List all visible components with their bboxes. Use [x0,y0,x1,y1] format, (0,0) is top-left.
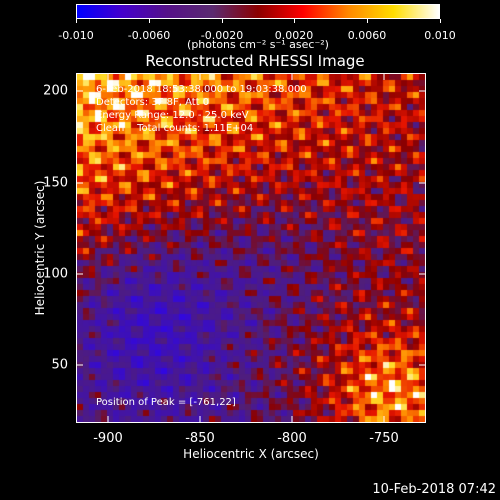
x-tick-label: -750 [369,431,399,446]
colorbar-units: (photons cm⁻² s⁻¹ asec⁻²) [187,38,329,51]
clean-counts-label: Clean Total counts: 1.11E+04 [96,123,254,134]
detectors-label: Detectors: 3F 8F, Att 0 [96,97,210,108]
y-tick-label: 200 [43,83,68,99]
y-tick-label: 100 [43,266,68,282]
y-tick-label: 150 [43,175,68,191]
x-tick-label: -900 [93,431,123,446]
colorbar-tick-label: 0.0020 [274,29,314,42]
colorbar-tick [222,19,223,23]
colorbar-tick-label: -0.0020 [200,29,244,42]
energy-range-label: Energy Range: 12.0 - 25.0 keV [96,110,249,121]
colorbar-tick [367,19,368,23]
rhessi-image [77,74,425,422]
plot-title: Reconstructed RHESSI Image [145,52,365,70]
colorbar [76,4,440,19]
time-range-label: 6-Feb-2018 18:53:38.000 to 19:03:38.000 [96,84,307,95]
colorbar-tick [294,19,295,23]
colorbar-tick [76,19,77,23]
x-tick-label: -800 [277,431,307,446]
x-tick-label: -850 [185,431,215,446]
colorbar-tick [440,19,441,23]
colorbar-tick-label: 0.0060 [347,29,387,42]
colorbar-tick [149,19,150,23]
colorbar-tick-label: -0.010 [58,29,94,42]
timestamp: 10-Feb-2018 07:42 [372,482,496,497]
colorbar-tick-label: 0.010 [424,29,456,42]
y-tick-label: 50 [51,357,68,373]
x-axis-label: Heliocentric X (arcsec) [183,447,319,461]
colorbar-tick-label: -0.0060 [127,29,171,42]
y-axis-label: Heliocentric Y (arcsec) [33,180,47,316]
peak-position-label: Position of Peak = [-761,22] [96,397,236,408]
colorbar-ticks: -0.010 -0.0060 -0.0020 0.0020 0.0060 0.0… [58,4,456,42]
